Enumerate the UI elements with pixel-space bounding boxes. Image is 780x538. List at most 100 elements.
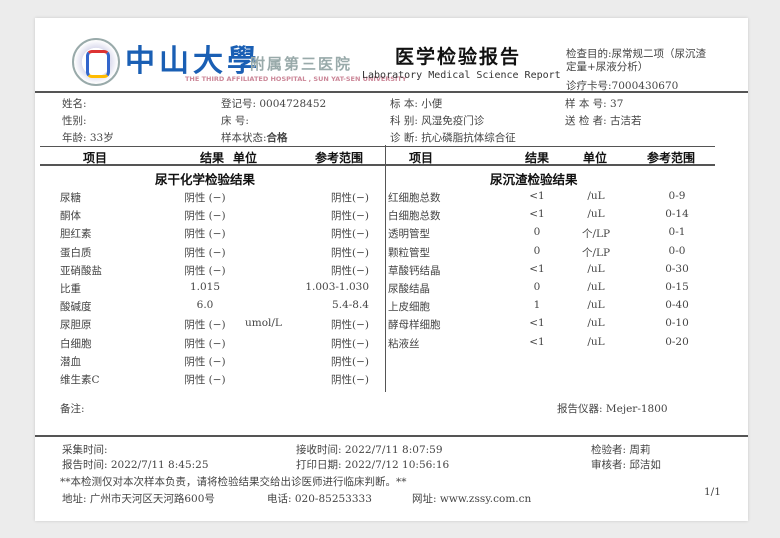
item-reference: 阴性(−)	[331, 210, 369, 223]
item-name: 酵母样细胞	[388, 319, 441, 332]
item-name: 尿胆原	[60, 319, 92, 332]
col-unit: 单位	[583, 151, 608, 165]
item-name: 透明管型	[388, 228, 430, 241]
item-name: 白细胞总数	[388, 210, 441, 223]
department: 科 别: 风湿免疫门诊	[390, 115, 485, 127]
item-name: 维生素C	[60, 374, 100, 386]
sample-number: 样 本 号: 37	[565, 98, 624, 110]
reviewer: 审核者: 邱洁如	[591, 459, 661, 471]
university-logo-icon	[72, 38, 120, 86]
item-reference: 0-20	[665, 335, 689, 348]
item-result: 阴性 (−)	[184, 210, 226, 223]
col-unit: 单位	[233, 151, 258, 165]
col-item: 项目	[83, 151, 108, 165]
item-result: <1	[529, 317, 545, 330]
item-reference: 0-40	[665, 299, 689, 312]
item-unit: /uL	[587, 335, 605, 348]
item-result: <1	[529, 190, 545, 202]
col-item: 项目	[409, 151, 434, 165]
patient-name: 姓名:	[62, 98, 87, 110]
item-reference: 阴性(−)	[331, 355, 369, 368]
col-result: 结果	[200, 151, 225, 165]
item-name: 潜血	[60, 355, 81, 368]
item-reference: 0-10	[665, 317, 689, 330]
report-title: 医学检验报告	[395, 46, 522, 68]
card-number: 诊疗卡号:7000430670	[566, 80, 679, 92]
item-reference: 1.003-1.030	[305, 281, 369, 293]
university-name: 中山大學	[125, 44, 261, 79]
item-reference: 阴性(−)	[331, 337, 369, 350]
item-reference: 阴性(−)	[331, 246, 369, 259]
patient-gender: 性别:	[62, 115, 87, 127]
item-result: 1	[533, 299, 541, 312]
item-name: 白细胞	[60, 337, 92, 350]
item-reference: 阴性(−)	[331, 319, 369, 332]
diagnosis: 诊 断: 抗心磷脂抗体综合征	[390, 132, 516, 144]
item-unit: /uL	[587, 262, 605, 275]
hospital-name-en: THE THIRD AFFILIATED HOSPITAL , SUN YAT-…	[185, 75, 407, 83]
sample-status: 样本状态:合格	[221, 130, 288, 145]
page-number: 1/1	[704, 486, 721, 498]
item-unit: umol/L	[245, 317, 282, 330]
sender: 送 检 者: 古洁若	[565, 115, 642, 127]
item-name: 亚硝酸盐	[60, 264, 102, 277]
hospital-name: 附属第三医院	[250, 55, 353, 73]
col-ref: 参考范围	[647, 151, 696, 165]
divider	[40, 146, 715, 147]
item-result: 0	[533, 226, 541, 239]
item-result: 阴性 (−)	[184, 192, 226, 204]
item-unit: /uL	[587, 190, 605, 202]
divider	[35, 91, 748, 93]
item-reference: 阴性(−)	[331, 264, 369, 277]
item-reference: 阴性(−)	[331, 192, 369, 204]
address: 地址: 广州市天河区天河路600号	[62, 493, 215, 505]
item-name: 上皮细胞	[388, 301, 430, 314]
sample-status-value: 合格	[266, 132, 288, 144]
item-name: 酮体	[60, 210, 81, 223]
item-result: 阴性 (−)	[184, 228, 226, 241]
item-unit: /uL	[587, 208, 605, 221]
disclaimer: **本检测仅对本次样本负责，请将检验结果交给出诊医师进行临床判断。**	[60, 476, 407, 488]
item-name: 尿酸结晶	[388, 283, 430, 295]
item-name: 红细胞总数	[388, 192, 441, 204]
report-time: 报告时间: 2022/7/11 8:45:25	[62, 459, 209, 471]
item-reference: 阴性(−)	[331, 374, 369, 386]
item-result: 阴性 (−)	[184, 246, 226, 259]
item-name: 酸碱度	[60, 301, 92, 314]
print-date: 打印日期: 2022/7/12 10:56:16	[296, 459, 450, 471]
specimen: 标 本: 小便	[390, 98, 443, 110]
item-reference: 0-9	[668, 190, 686, 202]
item-result: 阴性 (−)	[184, 374, 226, 386]
item-unit: 个/LP	[581, 228, 611, 241]
sample-status-label: 样本状态:	[221, 132, 267, 144]
bed-number: 床 号:	[221, 115, 249, 127]
item-name: 草酸钙结晶	[388, 264, 441, 277]
collect-time: 采集时间:	[62, 444, 108, 456]
item-name: 胆红素	[60, 228, 92, 241]
col-ref: 参考范围	[315, 151, 364, 165]
item-reference: 0-1	[668, 226, 686, 239]
item-name: 粘液丝	[388, 337, 420, 350]
item-result: 阴性 (−)	[184, 319, 226, 332]
item-result: 1.015	[189, 281, 221, 293]
right-section-title: 尿沉渣检验结果	[490, 172, 578, 187]
column-divider	[385, 145, 386, 392]
item-result: 0	[533, 244, 541, 257]
item-result: 阴性 (−)	[184, 355, 226, 368]
receive-time: 接收时间: 2022/7/11 8:07:59	[296, 444, 443, 456]
left-section-title: 尿干化学检验结果	[155, 172, 256, 187]
item-result: <1	[529, 262, 545, 275]
item-unit: /uL	[587, 299, 605, 312]
item-unit: /uL	[587, 317, 605, 330]
col-result: 结果	[525, 151, 550, 165]
item-result: 6.0	[196, 299, 214, 312]
item-result: <1	[529, 208, 545, 221]
item-reference: 0-14	[665, 208, 689, 221]
item-reference: 0-30	[665, 262, 689, 275]
item-unit: /uL	[587, 281, 605, 293]
instrument: 报告仪器: Mejer-1800	[557, 403, 668, 415]
divider	[40, 164, 715, 166]
phone: 电话: 020-85253333	[267, 493, 372, 505]
remark: 备注:	[60, 403, 85, 415]
item-name: 蛋白质	[60, 246, 92, 259]
